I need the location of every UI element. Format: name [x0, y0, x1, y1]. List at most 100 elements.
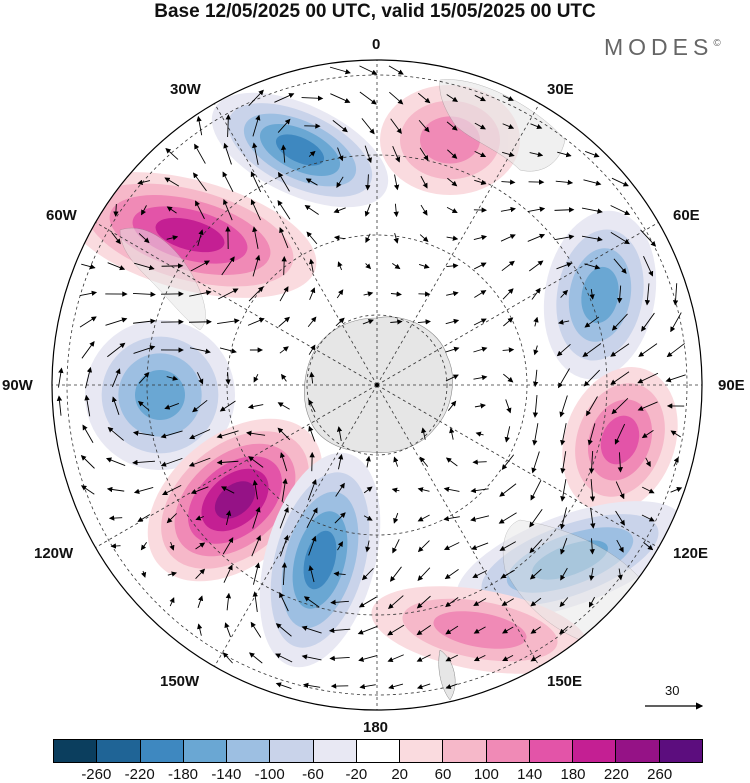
colorbar-swatch	[400, 740, 444, 762]
wind-vector	[218, 288, 239, 300]
wind-vector	[161, 263, 184, 269]
colorbar-tick-label: 60	[434, 766, 452, 783]
wind-vector	[666, 343, 685, 358]
wind-vector	[473, 626, 486, 634]
wind-vector	[530, 654, 541, 662]
wind-vector	[527, 233, 546, 242]
wind-vector	[501, 179, 516, 185]
wind-vector	[532, 369, 539, 388]
wind-vector	[533, 316, 539, 327]
wind-vector	[363, 291, 374, 297]
wind-vector	[251, 535, 261, 557]
wind-vector	[560, 423, 567, 446]
wind-vector	[166, 375, 179, 381]
positive-anomaly	[562, 367, 678, 513]
wind-vector	[166, 513, 177, 524]
wind-vector	[446, 121, 458, 131]
wind-vector	[640, 229, 657, 247]
wind-vector	[279, 506, 289, 529]
wind-vector	[219, 347, 237, 354]
colorbar-ticks: -260 -220 -180 -140 -100 -60 -20 20 60 100 140 180 2…	[0, 766, 750, 783]
wind-vector	[530, 626, 542, 634]
colorbar-tick-label: -220	[124, 766, 155, 783]
wind-vector	[189, 429, 211, 440]
wind-vector	[195, 515, 204, 521]
wind-vector	[333, 235, 346, 241]
wind-vector	[504, 426, 511, 443]
wind-vector	[111, 368, 121, 388]
wind-vector	[133, 345, 156, 354]
wind-vector	[82, 424, 94, 443]
colorbar-swatch	[573, 740, 617, 762]
wind-vector	[247, 317, 265, 326]
wind-vector	[613, 258, 627, 274]
wind-vector	[359, 65, 378, 75]
wind-vector	[365, 174, 371, 191]
wind-vector	[337, 261, 343, 271]
wind-vector	[471, 542, 489, 550]
wind-vector	[133, 318, 156, 324]
wind-vector	[169, 597, 175, 607]
wind-vector	[585, 151, 600, 158]
wind-vector	[281, 478, 288, 501]
wind-vector	[110, 543, 121, 549]
wind-vector	[277, 118, 291, 133]
wind-vector	[584, 316, 600, 328]
colorbar-tick-label: 260	[647, 766, 673, 783]
wind-vector	[559, 597, 569, 608]
colorbar-tick-label: -180	[167, 766, 199, 783]
wind-vector	[416, 683, 431, 690]
colorbar-swatch	[443, 740, 487, 762]
wind-vector	[337, 147, 344, 162]
wind-vector	[308, 344, 316, 355]
wind-vector	[189, 290, 212, 297]
wind-vector	[225, 372, 231, 385]
wind-vector	[222, 652, 233, 664]
wind-vector	[223, 142, 232, 165]
wind-vector	[589, 478, 596, 502]
wind-vector	[470, 487, 489, 494]
wind-vector	[337, 453, 344, 470]
wind-vector	[443, 542, 460, 550]
wind-vector	[529, 539, 543, 554]
wind-vector	[221, 256, 235, 276]
wind-vector	[279, 452, 288, 472]
colorbar-swatch	[140, 740, 184, 762]
wind-vector	[223, 564, 233, 583]
wind-vector	[474, 94, 486, 102]
wind-vector	[195, 568, 206, 580]
wind-vector	[359, 683, 376, 690]
wind-vector	[308, 535, 317, 556]
wind-vector	[107, 342, 126, 358]
lon-label-30w: 30W	[170, 81, 201, 98]
wind-vector	[502, 288, 514, 300]
wind-vector	[219, 400, 236, 412]
wind-vector	[387, 654, 404, 662]
wind-vector	[307, 479, 317, 501]
wind-vector	[105, 317, 128, 326]
wind-vector	[420, 204, 428, 216]
lon-label-60w: 60W	[46, 207, 77, 224]
wind-vector	[501, 598, 514, 606]
wind-vector	[673, 456, 679, 467]
wind-vector	[393, 233, 399, 244]
wind-vector	[196, 115, 203, 136]
wind-vector	[474, 122, 486, 130]
wind-vector	[304, 204, 319, 215]
colorbar-swatch	[486, 740, 530, 762]
wind-vector	[334, 512, 346, 524]
wind-vector	[335, 482, 345, 497]
wind-vector	[250, 199, 261, 221]
wind-vector	[474, 290, 487, 298]
wind-vector	[336, 289, 344, 299]
wind-vector	[581, 235, 603, 242]
wind-vector	[275, 653, 293, 663]
wind-vector	[224, 622, 231, 638]
wind-vector	[336, 426, 343, 442]
wind-vector	[501, 454, 515, 470]
wind-vector	[446, 94, 459, 102]
wind-vector	[365, 233, 371, 243]
wind-vector	[277, 402, 290, 410]
wind-vector	[333, 207, 346, 214]
wind-vector	[364, 145, 372, 164]
